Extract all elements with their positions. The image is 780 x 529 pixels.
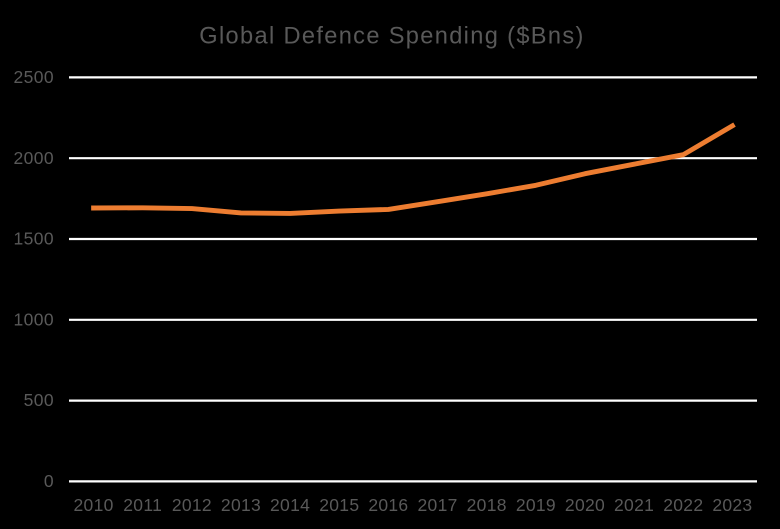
svg-text:2000: 2000: [13, 148, 54, 168]
svg-text:2017: 2017: [418, 495, 458, 515]
svg-text:2018: 2018: [467, 495, 507, 515]
svg-text:2010: 2010: [74, 495, 114, 515]
svg-text:2022: 2022: [663, 495, 703, 515]
svg-text:500: 500: [24, 390, 54, 410]
svg-text:0: 0: [44, 471, 54, 491]
svg-text:2500: 2500: [13, 67, 54, 87]
svg-text:2014: 2014: [270, 495, 310, 515]
svg-text:1500: 1500: [13, 229, 54, 249]
svg-text:1000: 1000: [13, 309, 54, 329]
svg-text:2023: 2023: [712, 495, 752, 515]
svg-text:2021: 2021: [614, 495, 654, 515]
svg-text:2016: 2016: [368, 495, 408, 515]
svg-text:2020: 2020: [565, 495, 605, 515]
svg-text:2019: 2019: [516, 495, 556, 515]
svg-text:2011: 2011: [123, 495, 162, 515]
svg-text:2013: 2013: [221, 495, 261, 515]
svg-text:2015: 2015: [319, 495, 359, 515]
svg-text:Global Defence Spending ($Bns): Global Defence Spending ($Bns): [199, 24, 584, 50]
svg-text:2012: 2012: [172, 495, 212, 515]
